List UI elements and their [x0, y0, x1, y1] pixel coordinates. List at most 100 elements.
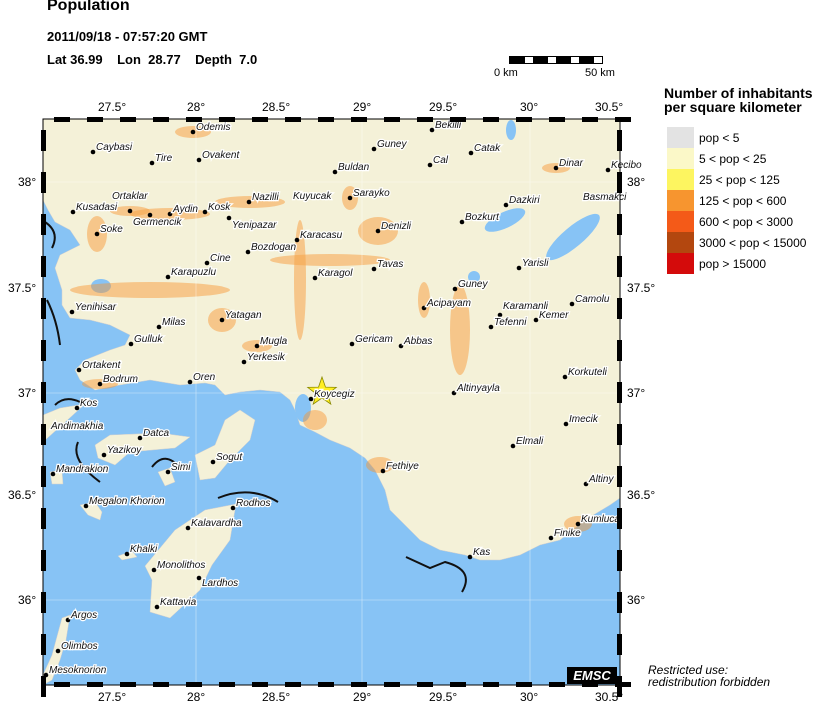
frame-tick [617, 382, 622, 403]
frame-tick [582, 682, 598, 687]
city-label: Karamanli [503, 301, 549, 312]
legend-swatch [667, 232, 694, 253]
fault-lines [44, 221, 467, 593]
city-dot [254, 343, 260, 349]
city-marker: Bozkurt [459, 211, 501, 225]
frame-tick [41, 214, 46, 235]
city-label: Andimakhia [50, 421, 104, 432]
city-marker: Mandrakion [50, 463, 110, 477]
city-label: Fethiye [386, 461, 419, 472]
city-marker: Kemer [533, 309, 570, 323]
frame-tick [483, 117, 499, 122]
city-dot [294, 237, 300, 243]
lat-tick-label: 38° [18, 175, 37, 189]
city-marker: Ovakent [196, 149, 242, 163]
lon-tick-label: 27.5° [98, 690, 127, 704]
frame-tick [617, 256, 622, 277]
city-marker: Koycegiz [308, 388, 356, 402]
city-marker: Mesoknorion [43, 664, 108, 678]
city-dot [375, 228, 381, 234]
legend-title: Number of inhabitants per square kilomet… [664, 86, 813, 114]
city-label: Altinyayla [456, 383, 500, 394]
city-dot [380, 468, 386, 474]
city-dot [149, 160, 155, 166]
frame-tick [41, 466, 46, 487]
city-marker: Elmali [510, 435, 545, 449]
city-marker: Soke [94, 223, 124, 237]
city-marker: Kumluca [575, 513, 622, 527]
city-marker: Dinar [553, 157, 585, 171]
legend-swatch [667, 253, 694, 274]
frame-tick [417, 117, 433, 122]
frame-tick [41, 256, 46, 277]
mainland [42, 118, 621, 561]
frame-tick [41, 676, 46, 697]
city-marker: Megalon Khorion [83, 495, 166, 509]
city-dot [241, 359, 247, 365]
city-marker: Kusadasi [70, 201, 119, 215]
city-dot [488, 324, 494, 330]
city-dot [308, 396, 314, 402]
city-marker: Guney [452, 278, 490, 292]
city-dot [94, 231, 100, 237]
city-label: Mesoknorion [49, 665, 107, 676]
city-labels: Odemis Caybasi Tire Ovakent KusadasiOrtaklar… [43, 119, 643, 678]
city-marker: Camolu [569, 293, 611, 307]
city-marker: Ortakent [76, 359, 123, 373]
emsc-logo: EMSC [567, 667, 617, 684]
city-label: Kecibo [611, 160, 642, 171]
legend-item: 600 < pop < 3000 [667, 211, 793, 232]
city-dot [226, 215, 232, 221]
city-label: Monolithos [157, 560, 205, 571]
city-label: Gulluk [134, 334, 163, 345]
frame-tick [617, 592, 622, 613]
frame-tick [384, 682, 400, 687]
city-marker: Fethiye [380, 460, 420, 474]
city-marker: Germencik [132, 212, 184, 229]
frame-tick [617, 466, 622, 487]
frame-tick [120, 682, 136, 687]
frame-tick [617, 214, 622, 235]
city-dot [156, 324, 162, 330]
frame-tick [219, 117, 235, 122]
city-label: Cine [210, 253, 231, 264]
city-label: Yazikoy [107, 445, 142, 456]
city-dot [563, 421, 569, 427]
city-label: Ortaklar [112, 191, 148, 202]
city-label: Kumluca [581, 514, 620, 525]
city-marker: Karagol [312, 267, 354, 281]
legend-title-line2: per square kilometer [664, 99, 802, 115]
salda-lake [468, 271, 480, 283]
frame-tick [318, 682, 334, 687]
city-marker: Guney [371, 138, 409, 152]
city-label: Bodrum [103, 374, 138, 385]
city-label: Elmali [516, 436, 544, 447]
city-dot [219, 317, 225, 323]
frame-tick [617, 172, 622, 193]
city-label: Sarayko [353, 188, 390, 199]
lon-tick-label: 29.5° [429, 100, 458, 114]
city-marker: Tefenni [488, 316, 528, 330]
city-dot [74, 405, 80, 411]
city-label: Buldan [338, 162, 370, 173]
city-dot [101, 452, 107, 458]
lon-tick-label: 30° [520, 690, 539, 704]
city-dot [124, 551, 130, 557]
frame-tick [41, 130, 46, 151]
frame-tick [549, 682, 565, 687]
city-label: Argos [70, 610, 97, 621]
lat-tick-label: 36° [18, 593, 37, 607]
city-label: Denizli [381, 221, 412, 232]
city-marker: Tire [149, 152, 174, 166]
map-title: Population [47, 0, 130, 14]
city-dot [128, 341, 134, 347]
lat-tick-label: 36.5° [8, 488, 37, 502]
city-marker: Kos [74, 397, 98, 411]
city-dot [427, 162, 433, 168]
city-marker: Lardhos [196, 575, 239, 590]
city-marker: Yenipazar [226, 215, 278, 232]
frame-tick [582, 117, 598, 122]
city-label: Tavas [377, 259, 403, 270]
restricted-notice: Restricted use: redistribution forbidden [648, 664, 770, 688]
